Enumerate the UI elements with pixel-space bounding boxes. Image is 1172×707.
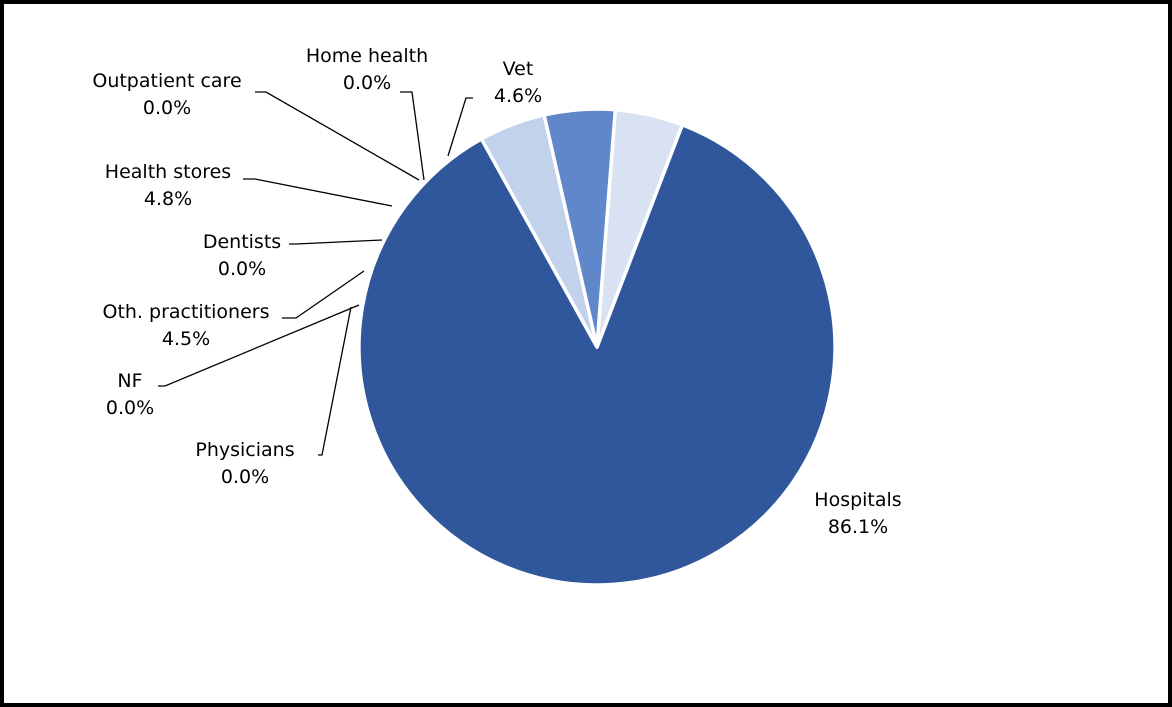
slice-label-nf: NF: [117, 370, 142, 392]
leader-line-vet: [447, 97, 473, 157]
slice-value-outpatient-care: 0.0%: [143, 97, 191, 119]
slice-labels: Hospitals 86.1% Physicians 0.0% NF 0.0% Oth. p…: [92, 45, 901, 538]
slice-label-dentists: Dentists: [203, 231, 281, 253]
slice-label-home-health: Home health: [306, 45, 428, 67]
leader-line-dentists: [289, 239, 383, 245]
leader-line-outpatient-care: [255, 91, 420, 181]
leader-lines: [158, 91, 473, 456]
slice-value-physicians: 0.0%: [221, 466, 269, 488]
leader-line-oth-practitioners: [282, 270, 365, 319]
slice-value-health-stores: 4.8%: [144, 188, 192, 210]
slice-label-health-stores: Health stores: [105, 161, 231, 183]
slice-label-physicians: Physicians: [195, 439, 294, 461]
slice-value-vet: 4.6%: [494, 85, 542, 107]
slice-label-vet: Vet: [503, 58, 534, 80]
pie-slices: [357, 107, 837, 587]
slice-value-oth-practitioners: 4.5%: [162, 328, 210, 350]
slice-value-nf: 0.0%: [106, 397, 154, 419]
slice-value-home-health: 0.0%: [343, 72, 391, 94]
pie-slice-vet: [595, 107, 685, 349]
slice-label-hospitals: Hospitals: [814, 489, 901, 511]
slice-value-hospitals: 86.1%: [828, 516, 888, 538]
slice-label-outpatient-care: Outpatient care: [92, 70, 241, 92]
slice-label-oth-practitioners: Oth. practitioners: [102, 301, 269, 323]
leader-line-nf: [158, 304, 360, 387]
leader-line-home-health: [400, 91, 425, 181]
leader-line-physicians: [318, 306, 352, 456]
leader-line-health-stores: [243, 178, 393, 207]
pie-slice-hospitals: [357, 123, 837, 587]
slice-value-dentists: 0.0%: [218, 258, 266, 280]
